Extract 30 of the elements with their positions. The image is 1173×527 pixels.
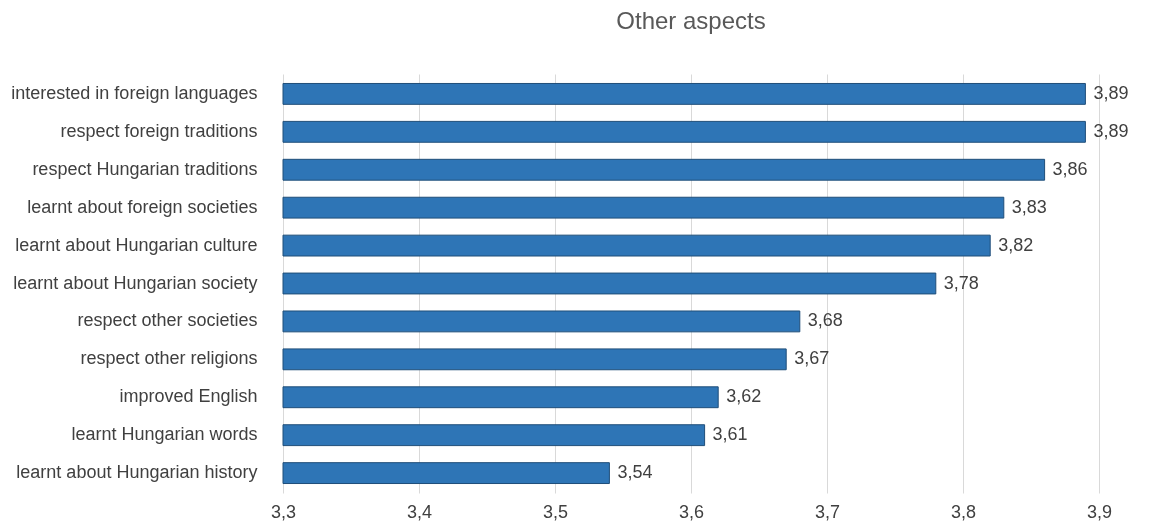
x-tick-label: 3,5 [542, 501, 569, 522]
x-tick-label: 3,8 [950, 501, 977, 522]
x-tick-label: 3,9 [1086, 501, 1113, 522]
data-label: 3,83 [1011, 196, 1047, 217]
data-label: 3,82 [998, 234, 1034, 255]
y-tick-label: interested in foreign languages [11, 82, 258, 103]
x-tick-label: 3,4 [406, 501, 433, 522]
y-tick-label: learnt about Hungarian culture [15, 234, 258, 255]
data-label: 3,89 [1093, 120, 1129, 141]
y-tick-label: learnt about Hungarian history [16, 462, 258, 483]
y-tick-label: learnt about Hungarian society [13, 272, 258, 293]
data-label: 3,78 [943, 272, 979, 293]
y-tick-label: learnt Hungarian words [71, 424, 258, 445]
y-tick-label: improved English [119, 386, 258, 407]
x-tick-label: 3,3 [270, 501, 297, 522]
data-label: 3,89 [1093, 82, 1129, 103]
x-tick-label: 3,6 [678, 501, 705, 522]
data-label: 3,54 [617, 462, 653, 483]
data-label: 3,61 [712, 424, 748, 445]
x-tick-label: 3,7 [814, 501, 841, 522]
data-label: 3,68 [807, 310, 843, 331]
y-tick-label: respect other societies [77, 310, 258, 331]
data-label: 3,67 [794, 348, 830, 369]
y-tick-label: respect Hungarian traditions [32, 158, 258, 179]
data-label: 3,62 [726, 386, 762, 407]
y-tick-label: respect foreign traditions [60, 120, 258, 141]
y-tick-label: respect other religions [80, 348, 258, 369]
chart-title: Other aspects [616, 7, 766, 34]
y-tick-label: learnt about foreign societies [27, 196, 258, 217]
data-label: 3,86 [1052, 158, 1088, 179]
